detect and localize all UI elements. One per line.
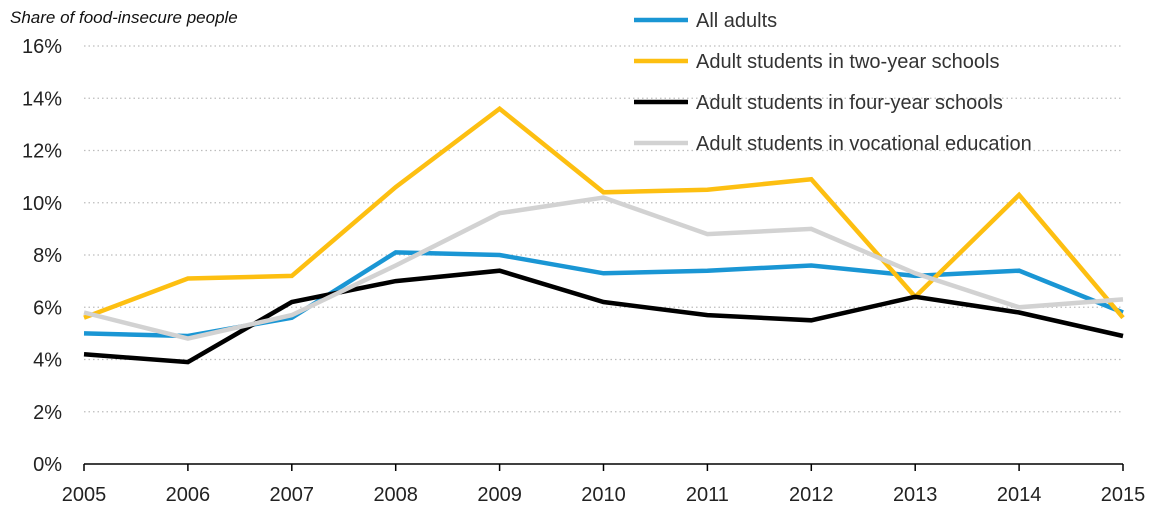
x-tick-label: 2005 [62, 484, 107, 506]
y-tick-label: 4% [33, 350, 62, 372]
y-tick-label: 6% [33, 297, 62, 319]
series-lines [83, 105, 1125, 365]
y-axis-title: Share of food-insecure people [10, 8, 238, 27]
x-tick-label: 2013 [893, 484, 938, 506]
series-line-4 [83, 195, 1124, 341]
y-tick-label: 10% [22, 193, 62, 215]
y-tick-label: 12% [22, 141, 62, 163]
y-axis: 0% 2% 4% 6% 8% 10% 12% 14% 16% [22, 36, 62, 476]
series-line-2 [83, 105, 1125, 320]
legend-label: Adult students in vocational education [696, 133, 1032, 155]
x-axis: 2005 2006 2007 2008 2009 2010 2011 2012 2013 2014… [62, 463, 1146, 506]
x-tick-label: 2011 [686, 484, 729, 506]
series-line-1 [83, 250, 1124, 339]
legend-label: Adult students in four-year schools [696, 92, 1003, 114]
y-tick-label: 8% [33, 245, 62, 267]
x-tick-label: 2015 [1101, 484, 1146, 506]
y-tick-label: 2% [33, 402, 62, 424]
y-tick-label: 14% [22, 88, 62, 110]
x-tick-label: 2009 [477, 484, 522, 506]
x-tick-label: 2014 [997, 484, 1042, 506]
x-tick-label: 2010 [581, 484, 626, 506]
y-tick-label: 0% [33, 454, 62, 476]
x-tick-label: 2012 [789, 484, 834, 506]
x-tick-label: 2007 [270, 484, 315, 506]
legend-label: All adults [696, 10, 777, 32]
series-line-3 [83, 268, 1124, 365]
legend-label: Adult students in two-year schools [696, 51, 1000, 73]
y-tick-label: 16% [22, 36, 62, 58]
x-tick-label: 2008 [373, 484, 418, 506]
x-tick-label: 2006 [166, 484, 211, 506]
legend: All adults Adult students in two-year sch… [634, 10, 1032, 155]
